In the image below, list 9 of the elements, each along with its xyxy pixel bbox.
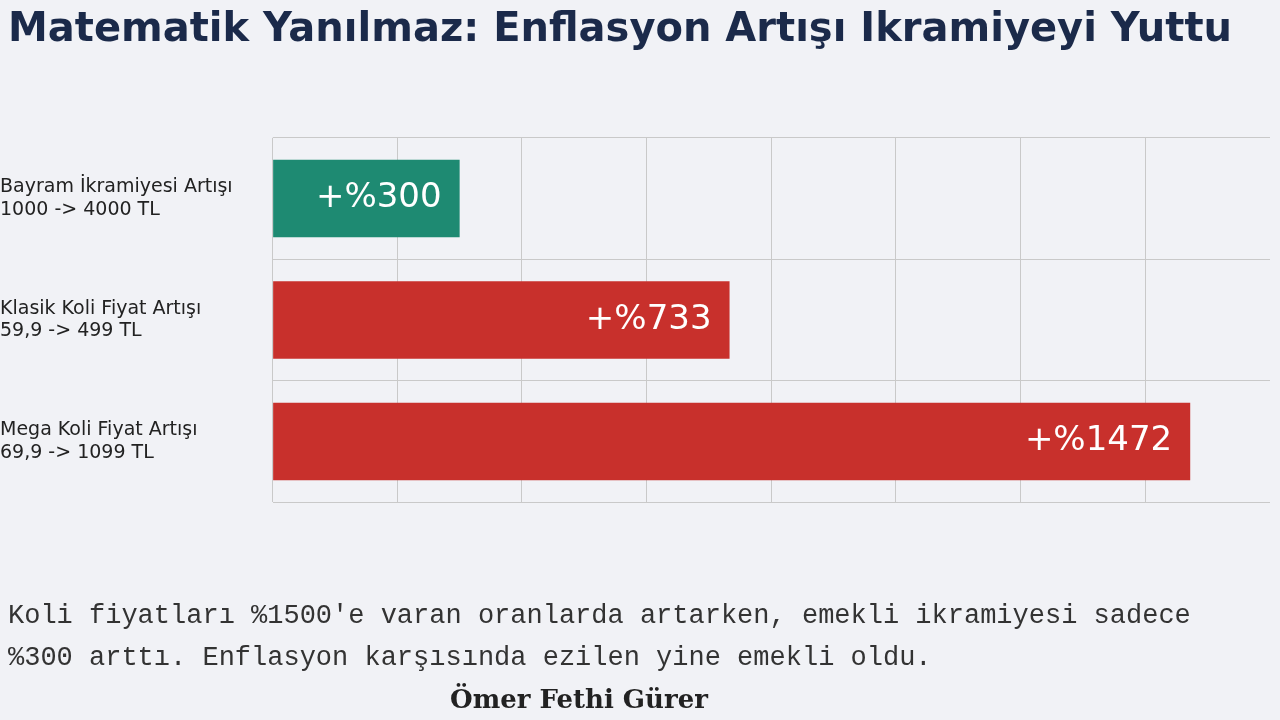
data-label: +%300 <box>315 175 442 216</box>
text: Ömer Fethi Gürer <box>450 684 708 714</box>
y-tick-label: Mega Koli Fiyat Artışı 69,9 -> 1099 TL <box>0 417 198 462</box>
text: Koli fiyatları %1500'e varan oranlarda artarken, emekli ikramiyesi sadece %300 arttı. Enflasyon karşısında ezilen yine emekli oldu. <box>8 600 1192 675</box>
data-label: +%1472 <box>1024 418 1173 459</box>
y-tick-label: Bayram İkramiyesi Artışı 1000 -> 4000 TL <box>0 174 233 219</box>
chart-title: Matematik Yanılmaz: Enflasyon Artışı Ikramiyeyi Yuttu <box>8 4 1233 50</box>
data-label: +%733 <box>585 296 712 337</box>
y-tick-label: Klasik Koli Fiyat Artışı 59,9 -> 499 TL <box>0 295 202 341</box>
